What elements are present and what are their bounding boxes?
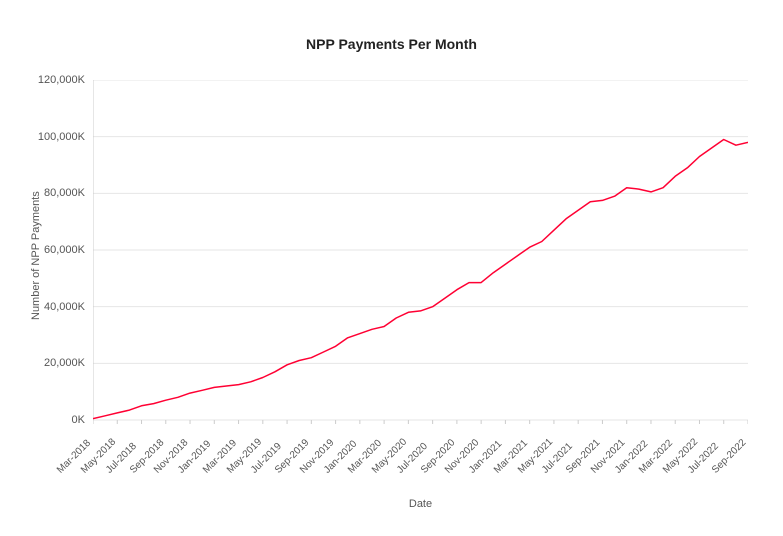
y-tick-label: 40,000K xyxy=(25,301,85,313)
y-tick-label: 120,000K xyxy=(25,74,85,86)
chart-title: NPP Payments Per Month xyxy=(0,36,783,52)
y-tick-label: 100,000K xyxy=(25,131,85,143)
y-tick-label: 0K xyxy=(25,414,85,426)
plot-svg xyxy=(93,80,748,426)
x-axis-label: Date xyxy=(93,498,748,510)
y-tick-label: 80,000K xyxy=(25,187,85,199)
y-tick-label: 20,000K xyxy=(25,357,85,369)
data-line xyxy=(93,140,748,419)
plot-area xyxy=(93,80,748,420)
line-chart-container: NPP Payments Per Month Number of NPP Pay… xyxy=(0,0,783,536)
y-tick-label: 60,000K xyxy=(25,244,85,256)
